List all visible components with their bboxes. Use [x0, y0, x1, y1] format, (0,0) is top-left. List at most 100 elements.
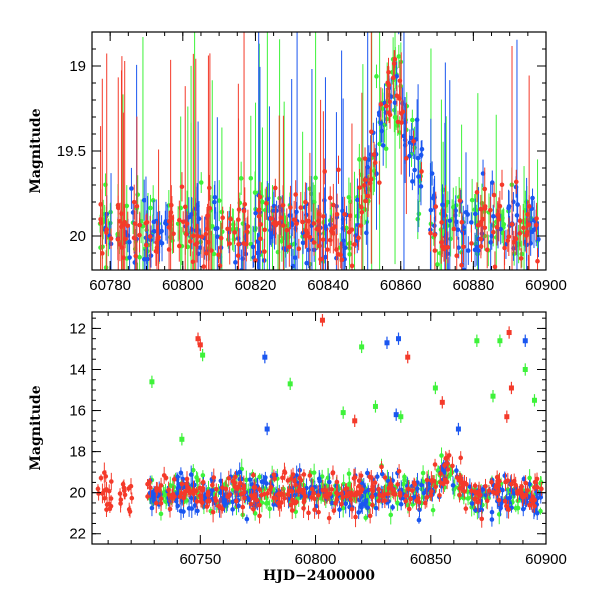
top-red-data-point — [273, 185, 278, 191]
bottom-red-data-point — [346, 490, 352, 496]
bottom-red-data-point — [98, 475, 104, 481]
bottom-blue-data-point — [419, 482, 424, 488]
top-red-data-point — [513, 235, 518, 241]
bottom-green-data-point — [341, 481, 346, 487]
bottom-red-data-point — [325, 491, 331, 497]
top-x-tick-label: 60880 — [453, 277, 495, 294]
bottom-red-data-point — [450, 463, 455, 469]
bottom-blue-data-point — [178, 508, 184, 514]
top-red-data-point — [182, 204, 188, 210]
bottom-red-data-point — [128, 483, 134, 489]
top-green-data-point — [346, 194, 352, 200]
top-blue-data-point — [418, 184, 424, 189]
bottom-red-data-point — [194, 499, 200, 504]
bottom-red-data-point — [483, 483, 488, 489]
bottom-red-data-point — [251, 472, 256, 478]
top-blue-data-point — [141, 197, 147, 203]
bottom-red-data-point — [271, 472, 277, 478]
bottom-red-data-point — [353, 514, 358, 520]
bottom-blue-data-point — [479, 507, 485, 513]
top-red-data-point — [201, 264, 207, 269]
bottom-red-data-point — [505, 478, 511, 483]
bottom-red-data-point — [464, 481, 469, 487]
bottom-green-outlier-point — [359, 344, 365, 350]
top-red-data-point — [284, 227, 290, 233]
top-red-data-point — [143, 220, 149, 226]
top-red-data-point — [115, 205, 121, 211]
bottom-green-data-point — [538, 508, 543, 514]
top-green-data-point — [383, 146, 389, 152]
top-red-data-point — [390, 75, 396, 81]
bottom-red-data-point — [333, 501, 338, 506]
bottom-red-data-point — [232, 484, 238, 489]
top-blue-data-point — [469, 220, 474, 225]
top-red-data-point — [148, 273, 153, 278]
top-red-data-point — [220, 215, 225, 221]
top-blue-data-point — [440, 202, 445, 208]
top-blue-data-point — [323, 254, 328, 260]
top-red-data-point — [482, 204, 488, 209]
top-red-data-point — [478, 236, 484, 242]
bottom-red-data-point — [356, 483, 362, 489]
top-red-data-point — [491, 229, 496, 235]
bottom-red-data-point — [204, 504, 210, 509]
bottom-red-data-point — [349, 506, 355, 512]
bottom-red-data-point — [445, 467, 451, 472]
bottom-red-outlier-point — [405, 354, 411, 360]
bottom-red-data-point — [323, 488, 329, 493]
bottom-blue-data-point — [189, 506, 195, 511]
bottom-blue-data-point — [534, 510, 540, 516]
top-red-data-point — [394, 93, 400, 99]
bottom-red-data-point — [472, 496, 478, 501]
bottom-red-data-point — [117, 491, 123, 496]
top-blue-data-point — [289, 222, 295, 228]
bottom-panel-data-points — [95, 314, 544, 528]
top-red-data-point — [303, 199, 308, 205]
top-red-data-point — [131, 199, 137, 205]
bottom-green-outlier-point — [398, 414, 404, 420]
bottom-red-data-point — [412, 482, 417, 487]
bottom-x-tick-label: 60850 — [410, 551, 452, 568]
bottom-red-data-point — [220, 485, 225, 490]
top-blue-data-point — [269, 234, 274, 240]
top-blue-data-point — [472, 211, 478, 217]
bottom-red-data-point — [463, 506, 469, 511]
bottom-red-data-point — [359, 487, 365, 492]
top-red-data-point — [386, 69, 391, 75]
bottom-blue-data-point — [527, 481, 532, 487]
top-red-data-point — [488, 207, 493, 213]
bottom-y-tick-label: 18 — [69, 444, 86, 461]
top-red-data-point — [362, 182, 367, 188]
top-green-data-point — [248, 176, 254, 181]
bottom-red-outlier-point — [508, 385, 514, 391]
top-blue-data-point — [292, 255, 298, 260]
top-red-data-point — [262, 249, 267, 254]
top-green-data-point — [124, 203, 130, 209]
top-red-data-point — [216, 252, 221, 258]
top-red-data-point — [371, 152, 377, 157]
top-blue-data-point — [410, 179, 415, 184]
bottom-green-data-point — [346, 471, 352, 477]
top-green-data-point — [135, 192, 140, 197]
bottom-green-data-point — [311, 470, 317, 475]
bottom-blue-data-point — [356, 497, 362, 503]
bottom-red-data-point — [118, 501, 123, 506]
top-green-data-point — [211, 251, 217, 257]
top-red-data-point — [225, 226, 230, 232]
bottom-red-data-point — [158, 483, 164, 488]
bottom-red-data-point — [170, 491, 176, 497]
bottom-red-data-point — [369, 494, 375, 500]
bottom-red-data-point — [301, 472, 307, 477]
top-red-data-point — [232, 230, 237, 235]
bottom-red-data-point — [292, 500, 297, 506]
top-y-tick-label: 19 — [69, 58, 86, 75]
top-green-data-point — [148, 205, 153, 211]
bottom-red-data-point — [234, 498, 239, 504]
bottom-red-data-point — [438, 471, 443, 476]
top-blue-data-point — [412, 167, 417, 173]
bottom-panel: 60750 60800 60850 60900 12 14 16 18 20 22 Magnitu… — [28, 311, 567, 584]
bottom-red-data-point — [316, 509, 321, 515]
bottom-red-outlier-point — [506, 330, 512, 336]
top-blue-data-point — [454, 219, 459, 225]
top-blue-data-point — [536, 236, 541, 242]
